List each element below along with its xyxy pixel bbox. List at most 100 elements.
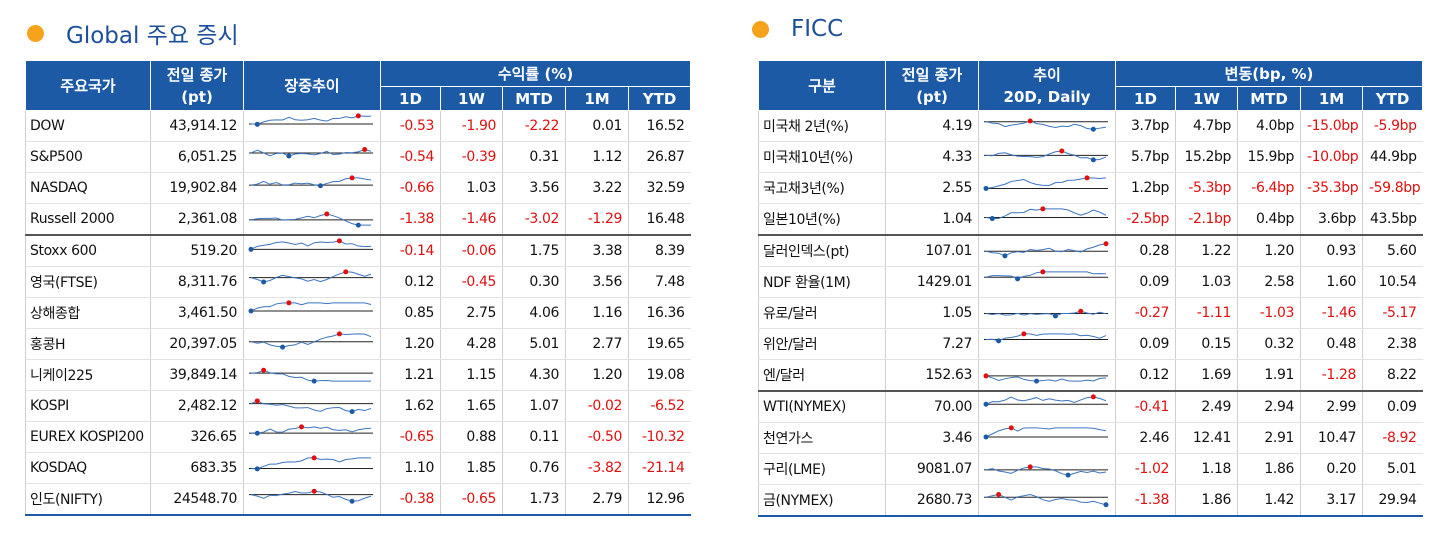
trend-cell (978, 141, 1116, 173)
trend-cell (243, 359, 381, 391)
cell-value: 0.88 (440, 421, 503, 453)
cell-value: -6.52 (627, 390, 691, 422)
data-row: 홍콩H 20,397.05 1.20 4.28 5.01 2.77 19.65 (25, 328, 691, 360)
title-text: FICC (791, 16, 844, 42)
data-row: WTI(NYMEX) 70.00 -0.41 2.49 2.94 2.99 0.09 (758, 391, 1423, 423)
cell-value: 10.47 (1300, 422, 1363, 454)
cell-value: -1.11 (1175, 297, 1238, 329)
cell-value: 0.09 (1115, 328, 1176, 360)
cell-value: -8.92 (1361, 422, 1423, 454)
row-label: 니케이225 (25, 359, 151, 391)
sparkline (249, 331, 373, 350)
cell-value: 519.20 (150, 235, 244, 267)
cell-value: 1.15 (440, 359, 503, 391)
high-dot (1027, 118, 1033, 124)
trend-cell (978, 266, 1116, 298)
trend-line (985, 427, 1107, 438)
cell-value: 3.56 (565, 266, 629, 298)
high-dot (324, 211, 330, 217)
trend-cell (978, 359, 1116, 392)
cell-value: -0.50 (565, 421, 629, 453)
low-dot (317, 183, 323, 189)
data-row: Russell 2000 2,361.08 -1.38 -1.46 -3.02 -1.29… (25, 203, 691, 236)
cell-value: 1.86 (1237, 453, 1301, 485)
low-dot (286, 153, 292, 159)
row-label: 상해종합 (25, 297, 151, 329)
cell-value: 3.46 (885, 422, 979, 454)
row-label: 금(NYMEX) (758, 484, 886, 517)
row-label: 홍콩H (25, 328, 151, 360)
high-dot (355, 113, 361, 119)
data-row: 금(NYMEX) 2680.73 -1.38 1.86 1.42 3.17 29.94 (758, 484, 1423, 517)
cell-value: -3.82 (565, 452, 629, 484)
data-row: 일본10년(%) 1.04 -2.5bp -2.1bp 0.4bp 3.6bp 43.5bp (758, 203, 1423, 236)
sparkline (249, 367, 373, 384)
row-label: KOSPI (25, 390, 151, 422)
cell-value: 7.27 (885, 328, 979, 360)
row-label: Russell 2000 (25, 203, 151, 236)
header-cell: 1D (1115, 86, 1176, 111)
cell-value: 0.12 (1115, 359, 1176, 392)
cell-value: 0.4bp (1237, 203, 1301, 236)
cell-value: 24548.70 (150, 483, 244, 516)
cell-value: 0.32 (1237, 328, 1301, 360)
sparkline (983, 425, 1108, 440)
cell-value: 1.20 (380, 328, 441, 360)
low-dot (1015, 276, 1021, 282)
high-dot (1040, 206, 1046, 212)
row-label: 인도(NIFTY) (25, 483, 151, 516)
trend-cell (978, 391, 1116, 423)
row-label: NDF 환율(1M) (758, 266, 886, 298)
trend-line (985, 150, 1107, 161)
data-row: 천연가스 3.46 2.46 12.41 2.91 10.47 -8.92 (758, 422, 1423, 454)
data-row: 미국채 2년(%) 4.19 3.7bp 4.7bp 4.0bp -15.0bp -5.9b… (758, 110, 1423, 142)
cell-value: -0.54 (380, 141, 441, 173)
cell-value: 4.30 (502, 359, 566, 391)
header-cell: 구분 (758, 60, 886, 111)
header-cell: 장중추이 (243, 60, 381, 111)
cell-value: -0.45 (440, 266, 503, 298)
trend-cell (243, 235, 381, 267)
cell-value: -35.3bp (1300, 172, 1363, 204)
cell-value: 19.65 (627, 328, 691, 360)
low-dot (996, 338, 1002, 344)
low-dot (254, 466, 260, 472)
data-row: 달러인덱스(pt) 107.01 0.28 1.22 1.20 0.93 5.60 (758, 235, 1423, 267)
cell-value: 15.2bp (1175, 141, 1238, 173)
cell-value: 19.08 (627, 359, 691, 391)
header-cell: 변동(bp, %) (1114, 60, 1424, 87)
trend-line (985, 375, 1107, 382)
sparkline (249, 211, 373, 228)
equity-table: 주요국가 전일 종가 (pt) 장중추이 수익률 (%) 1D 1W MTD 1M YTD DOW… (25, 60, 692, 516)
data-row: 미국채10년(%) 4.33 5.7bp 15.2bp 15.9bp -10.0bp 44.… (758, 141, 1423, 173)
row-label: 천연가스 (758, 422, 886, 454)
sparkline (984, 492, 1109, 508)
low-dot (1090, 126, 1096, 132)
cell-value: 8.39 (627, 235, 691, 267)
low-dot (983, 185, 989, 191)
sparkline (249, 175, 373, 189)
sparkline (983, 394, 1108, 407)
low-dot (983, 401, 989, 407)
data-row: 구리(LME) 9081.07 -1.02 1.18 1.86 0.20 5.01 (758, 453, 1423, 485)
cell-value: 2.77 (565, 328, 629, 360)
header-cell: MTD (1237, 86, 1301, 111)
trend-line (250, 369, 371, 382)
data-row: 니케이225 39,849.14 1.21 1.15 4.30 1.20 19.08 (25, 359, 691, 391)
cell-value: 39,849.14 (150, 359, 244, 391)
cell-value: 1.18 (1175, 453, 1238, 485)
cell-value: 0.48 (1300, 328, 1363, 360)
trend-cell (978, 203, 1116, 236)
high-dot (996, 492, 1002, 498)
cell-value: -6.4bp (1237, 172, 1301, 204)
cell-value: -3.02 (502, 203, 566, 236)
low-dot (311, 378, 317, 384)
row-label: S&P500 (25, 141, 151, 173)
data-row: EUREX KOSPI200 326.65 -0.65 0.88 0.11 -0.50 -1… (25, 421, 691, 453)
header-cell: 주요국가 (25, 60, 151, 111)
cell-value: 3.22 (565, 172, 629, 204)
cell-value: 8,311.76 (150, 266, 244, 298)
cell-value: 2.79 (565, 483, 629, 516)
cell-value: 0.12 (380, 266, 441, 298)
data-row: 위안/달러 7.27 0.09 0.15 0.32 0.48 2.38 (758, 328, 1423, 360)
